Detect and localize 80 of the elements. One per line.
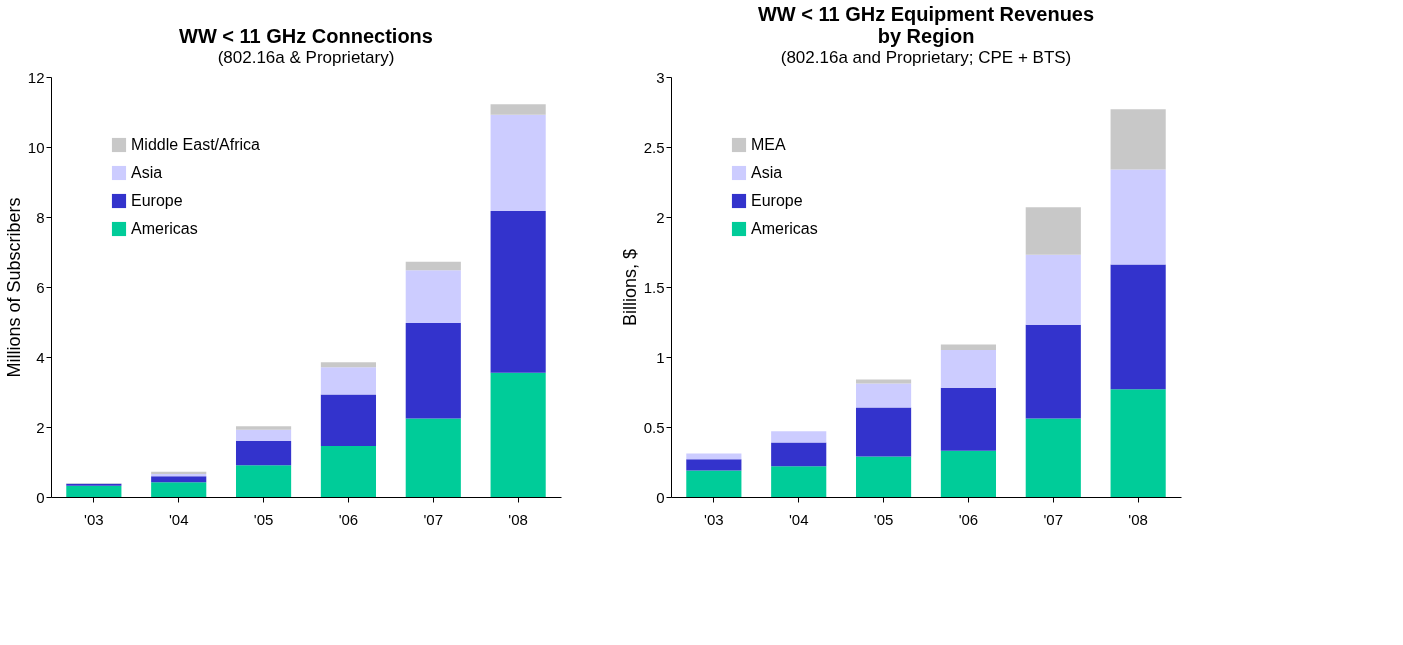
bar bbox=[855, 379, 912, 384]
bar bbox=[771, 466, 827, 497]
legend-label: Middle East/Africa bbox=[131, 136, 261, 153]
bar bbox=[405, 261, 461, 271]
y-tick-label: 8 bbox=[36, 208, 45, 226]
bar bbox=[855, 383, 912, 408]
x-tick-label: '08 bbox=[508, 510, 528, 528]
bar bbox=[940, 450, 997, 497]
legend-label: MEA bbox=[751, 136, 786, 153]
chart-title: WW < 11 GHz Connections bbox=[179, 25, 433, 47]
bar bbox=[490, 104, 546, 115]
bar bbox=[320, 367, 377, 395]
chart-subtitle: (802.16a and Proprietary; CPE + BTS) bbox=[780, 48, 1072, 67]
x-tick-label: '06 bbox=[338, 510, 359, 528]
y-tick-label: 4 bbox=[36, 348, 45, 366]
bar bbox=[490, 211, 546, 373]
bar bbox=[686, 470, 742, 497]
bar bbox=[1110, 389, 1166, 497]
x-tick-label: '04 bbox=[788, 510, 809, 528]
legend-label: Asia bbox=[751, 164, 783, 181]
bar bbox=[940, 350, 997, 388]
bar bbox=[235, 441, 292, 466]
y-tick-label: 1.5 bbox=[643, 278, 665, 296]
y-tick-label: 0 bbox=[656, 488, 665, 506]
x-tick-label: '07 bbox=[423, 510, 444, 528]
y-tick-label: 3 bbox=[656, 68, 665, 86]
legend-label: Americas bbox=[751, 220, 818, 237]
y-tick-label: 12 bbox=[27, 68, 45, 86]
bar bbox=[1025, 207, 1081, 255]
bar bbox=[940, 344, 997, 350]
bar bbox=[320, 362, 377, 368]
y-tick-label: 1 bbox=[656, 348, 665, 366]
bar bbox=[235, 465, 292, 497]
x-tick-label: '08 bbox=[1128, 510, 1148, 528]
y-tick-label: 10 bbox=[27, 138, 45, 156]
y-tick-label: 2 bbox=[36, 418, 45, 436]
bar bbox=[771, 442, 827, 467]
bar bbox=[1110, 264, 1166, 390]
chart-title: WW < 11 GHz Equipment Revenues by Region bbox=[757, 3, 1095, 47]
bar bbox=[1110, 109, 1166, 170]
x-tick-label: '07 bbox=[1043, 510, 1064, 528]
bar bbox=[490, 114, 546, 212]
y-axis-title: Millions of Subscribers bbox=[3, 197, 24, 378]
y-tick-label: 2 bbox=[656, 208, 665, 226]
x-tick-label: '05 bbox=[873, 510, 894, 528]
bar bbox=[151, 482, 207, 497]
bar bbox=[151, 476, 207, 483]
x-tick-label: '04 bbox=[168, 510, 189, 528]
bar bbox=[320, 394, 377, 446]
bar bbox=[405, 418, 461, 497]
bar bbox=[490, 372, 546, 497]
bar bbox=[855, 456, 912, 497]
bar bbox=[940, 387, 997, 451]
bar bbox=[405, 270, 461, 324]
bar bbox=[855, 407, 912, 457]
bar bbox=[405, 323, 461, 419]
bar bbox=[235, 426, 292, 430]
y-tick-label: 0 bbox=[36, 488, 45, 506]
x-tick-label: '03 bbox=[704, 510, 724, 528]
bar bbox=[235, 429, 292, 441]
legend-label: Europe bbox=[131, 192, 183, 209]
bar bbox=[1025, 324, 1081, 419]
legend-label: Europe bbox=[751, 192, 803, 209]
x-tick-label: '03 bbox=[84, 510, 104, 528]
bar bbox=[771, 431, 827, 443]
bar bbox=[66, 485, 122, 497]
bar bbox=[1025, 254, 1081, 325]
y-tick-label: 0.5 bbox=[643, 418, 665, 436]
y-tick-label: 6 bbox=[36, 278, 45, 296]
legend-label: Asia bbox=[131, 164, 163, 181]
chart-subtitle: (802.16a & Proprietary) bbox=[217, 48, 395, 67]
bar bbox=[320, 445, 377, 497]
x-tick-label: '05 bbox=[253, 510, 274, 528]
y-axis-title: Billions, $ bbox=[619, 248, 640, 327]
x-tick-label: '06 bbox=[958, 510, 979, 528]
legend-label: Americas bbox=[131, 220, 198, 237]
bar bbox=[686, 459, 742, 471]
bar bbox=[1025, 418, 1081, 497]
y-tick-label: 2.5 bbox=[643, 138, 665, 156]
bar bbox=[1110, 169, 1166, 265]
